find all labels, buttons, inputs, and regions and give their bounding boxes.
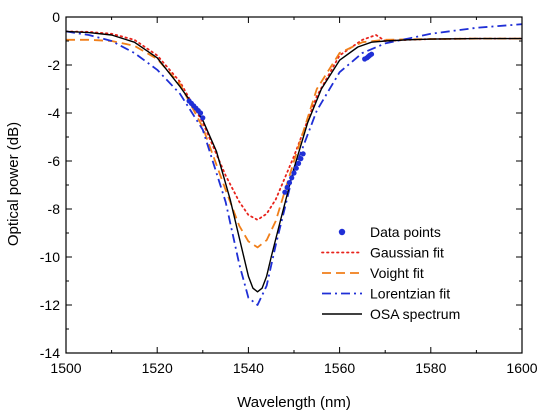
- data-point: [291, 170, 297, 176]
- y-axis-label: Optical power (dB): [5, 122, 22, 246]
- x-tick-label: 1500: [50, 360, 81, 376]
- y-tick-label: -10: [40, 249, 60, 265]
- data-point: [293, 165, 299, 171]
- x-tick-label: 1560: [324, 360, 355, 376]
- series-layer: [66, 23, 522, 306]
- y-tick-label: -8: [48, 201, 61, 217]
- legend-label: Gaussian fit: [370, 245, 444, 261]
- legend-entry-gaussian-fit: Gaussian fit: [321, 245, 444, 261]
- series-line-osa-spectrum: [66, 30, 522, 293]
- y-tick-label: -4: [48, 105, 61, 121]
- axes-layer: 1500 1520 1540 1560 1580 1600 0 -2 -4 -6 -8 -10 -12 -…: [40, 9, 538, 376]
- x-axis-label: Wavelength (nm): [237, 394, 351, 411]
- data-point: [368, 51, 375, 57]
- legend-entry-data-points: Data points: [338, 224, 441, 240]
- legend: Data points Gaussian fit Voight fit Lorentz…: [321, 224, 460, 322]
- legend-entry-lorentzian-fit: Lorentzian fit: [322, 286, 450, 302]
- legend-label: OSA spectrum: [370, 306, 460, 322]
- x-tick-label: 1540: [233, 360, 264, 376]
- legend-marker: [338, 228, 346, 236]
- data-point: [298, 156, 304, 162]
- data-point: [282, 189, 288, 195]
- data-point: [300, 151, 306, 157]
- y-tick-label: -12: [40, 297, 60, 313]
- data-point: [284, 184, 290, 190]
- data-point: [289, 175, 295, 181]
- legend-label: Lorentzian fit: [370, 286, 450, 302]
- data-point: [286, 180, 293, 186]
- x-tick-label: 1600: [506, 360, 537, 376]
- y-tick-label: -2: [48, 57, 61, 73]
- y-tick-label: -6: [48, 153, 61, 169]
- data-point: [295, 160, 302, 166]
- data-point: [197, 110, 204, 116]
- legend-label: Voight fit: [370, 265, 424, 281]
- legend-entry-voight-fit: Voight fit: [322, 265, 424, 281]
- legend-label: Data points: [370, 224, 441, 240]
- x-tick-label: 1520: [142, 360, 173, 376]
- y-tick-label: -14: [40, 345, 60, 361]
- y-tick-label: 0: [52, 9, 60, 25]
- legend-entry-osa-spectrum: OSA spectrum: [322, 306, 460, 322]
- data-point: [200, 115, 206, 121]
- x-tick-label: 1580: [415, 360, 446, 376]
